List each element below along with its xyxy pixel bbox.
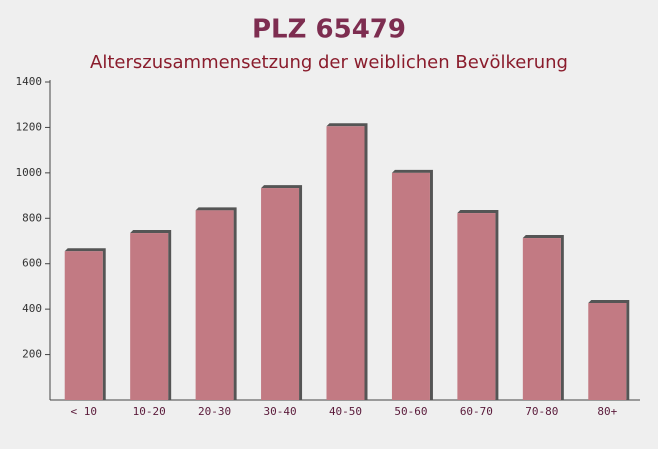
x-tick-label: < 10 <box>70 405 97 418</box>
bar <box>326 126 365 401</box>
bar <box>588 303 627 400</box>
x-tick-label: 50-60 <box>394 405 427 418</box>
y-tick-label: 400 <box>22 302 42 315</box>
chart-title: PLZ 65479 <box>252 15 406 45</box>
y-tick-label: 600 <box>22 257 42 270</box>
x-tick-label: 10-20 <box>133 405 166 418</box>
x-tick-label: 20-30 <box>198 405 231 418</box>
x-tick-label: 60-70 <box>460 405 493 418</box>
bar <box>391 172 430 400</box>
x-tick-label: 80+ <box>597 405 617 418</box>
y-tick-label: 1200 <box>16 120 43 133</box>
bar <box>130 233 169 400</box>
x-tick-label: 40-50 <box>329 405 362 418</box>
x-tick-label: 30-40 <box>263 405 296 418</box>
chart-subtitle: Alterszusammensetzung der weiblichen Bev… <box>90 52 568 73</box>
y-tick-label: 1400 <box>16 75 43 88</box>
bar <box>64 251 103 400</box>
y-tick-label: 800 <box>22 211 42 224</box>
bar <box>195 210 234 400</box>
x-tick-label: 70-80 <box>525 405 558 418</box>
bar <box>261 188 300 400</box>
bar <box>457 213 496 400</box>
y-tick-label: 200 <box>22 348 42 361</box>
bar <box>522 238 561 400</box>
y-tick-label: 1000 <box>16 166 43 179</box>
